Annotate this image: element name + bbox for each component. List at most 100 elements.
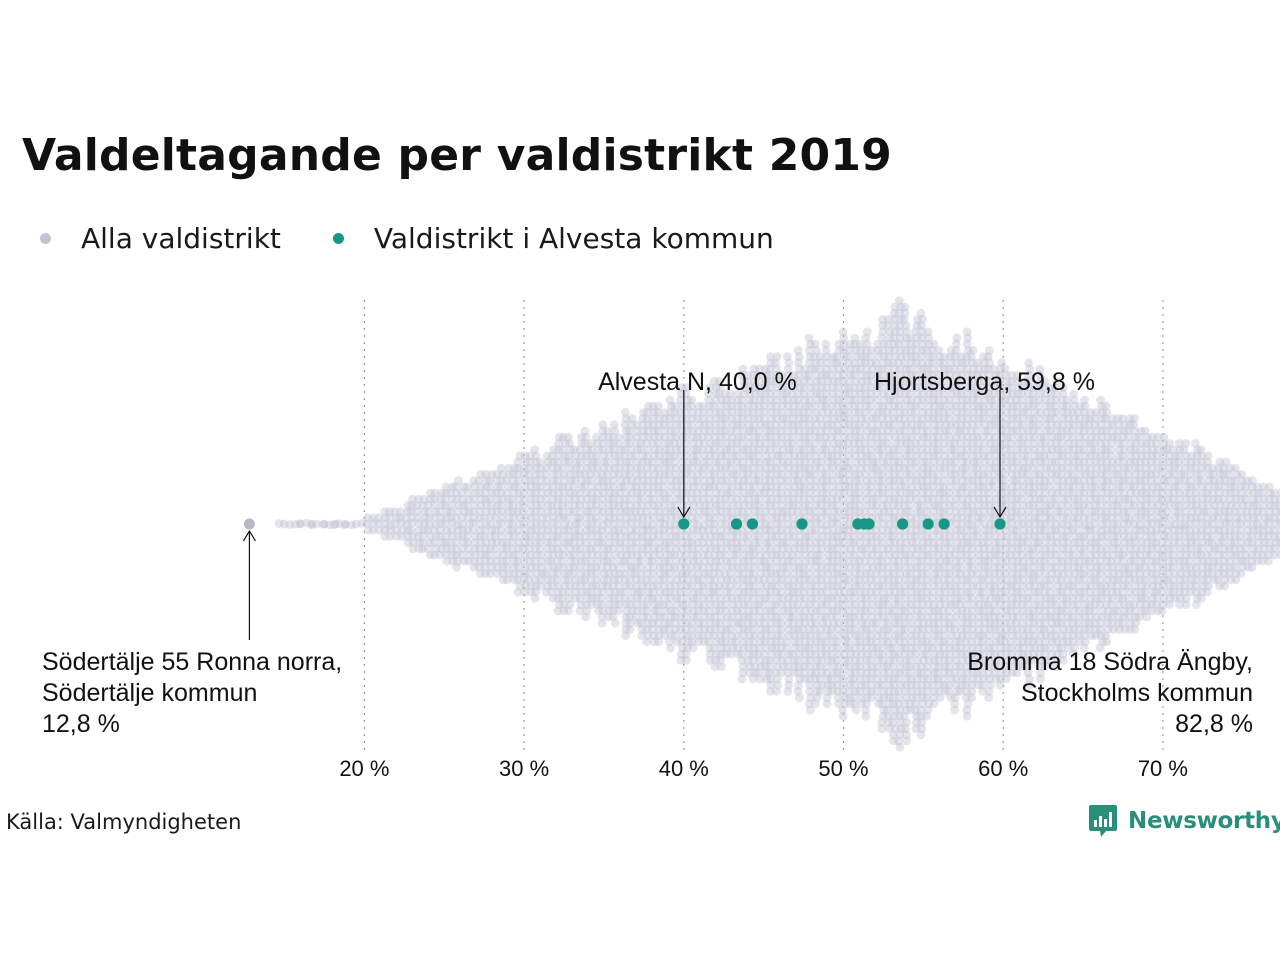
swarm-point <box>504 519 513 529</box>
swarm-point <box>531 501 541 510</box>
swarm-point <box>564 587 574 597</box>
swarm-point <box>485 569 495 578</box>
swarm-point <box>563 525 573 535</box>
swarm-point <box>597 600 607 609</box>
swarm-point <box>520 550 530 560</box>
swarm-point <box>496 482 506 492</box>
swarm-point <box>542 476 551 485</box>
swarm-point <box>476 550 486 560</box>
swarm-point <box>594 476 603 485</box>
swarm-point <box>543 550 553 560</box>
swarm-point <box>530 594 540 603</box>
swarm-point <box>420 513 430 523</box>
swarm-point <box>581 501 591 510</box>
swarm-point <box>838 327 848 337</box>
swarm-point <box>521 457 530 467</box>
swarm-point <box>604 501 614 510</box>
swarm-point <box>592 432 601 442</box>
swarm-point <box>621 414 631 423</box>
swarm-point <box>476 470 486 479</box>
swarm-point <box>603 563 612 572</box>
swarm-point <box>507 544 517 554</box>
legend-item-highlight: Valdistrikt i Alvesta kommun <box>332 222 774 255</box>
swarm-point <box>609 501 619 510</box>
swarm-point <box>548 482 558 492</box>
swarm-point <box>564 451 574 461</box>
swarm-point <box>610 426 619 436</box>
swarm-point <box>586 439 596 448</box>
swarm-point <box>604 600 614 609</box>
swarm-point <box>902 736 911 746</box>
swarm-point <box>525 569 534 578</box>
swarm-point <box>549 470 558 479</box>
swarm-point <box>614 494 624 504</box>
swarm-point <box>591 501 601 510</box>
swarm-point <box>458 532 468 541</box>
swarm-point <box>475 532 485 541</box>
swarm-point <box>492 501 502 510</box>
swarm-point <box>508 532 518 541</box>
swarm-point <box>521 581 530 591</box>
swarm-point <box>619 482 629 492</box>
swarm-point <box>577 432 587 442</box>
swarm-point <box>441 550 451 560</box>
swarm-point <box>895 742 905 752</box>
swarm-point <box>610 587 620 597</box>
swarm-point <box>587 600 597 609</box>
swarm-point <box>569 482 579 492</box>
swarm-point <box>368 525 378 535</box>
swarm-point <box>627 538 637 547</box>
swarm-point <box>615 532 625 541</box>
swarm-point <box>922 711 931 721</box>
swarm-point <box>586 575 596 585</box>
swarm-point <box>592 525 602 535</box>
swarm-point <box>587 451 597 461</box>
swarm-point <box>508 525 517 535</box>
swarm-point <box>558 494 568 504</box>
swarm-point <box>622 439 631 448</box>
swarm-point <box>553 445 563 454</box>
swarm-point <box>380 532 390 541</box>
swarm-point <box>440 494 450 504</box>
swarm-point <box>508 507 518 516</box>
swarm-point <box>531 451 541 461</box>
swarm-point <box>486 532 495 541</box>
swarm-point <box>586 544 596 554</box>
swarm-point <box>407 501 417 510</box>
swarm-point <box>548 463 558 473</box>
swarm-point <box>604 451 614 461</box>
swarm-point <box>564 569 573 578</box>
swarm-point <box>447 544 456 554</box>
swarm-point <box>581 538 591 547</box>
swarm-point <box>610 550 620 560</box>
swarm-point <box>610 463 619 473</box>
swarm-point <box>480 569 490 578</box>
swarm-point <box>593 507 603 516</box>
swarm-point <box>586 476 596 485</box>
swarm-point <box>587 563 596 572</box>
swarm-point <box>916 308 926 318</box>
swarm-point <box>605 532 614 541</box>
swarm-point <box>520 482 530 492</box>
swarm-point <box>575 606 585 616</box>
swarm-point <box>525 463 534 473</box>
swarm-point <box>575 563 585 572</box>
swarm-point <box>552 556 562 566</box>
swarm-point <box>509 575 519 585</box>
swarm-point <box>783 687 793 696</box>
swarm-point <box>602 470 612 479</box>
swarm-point <box>447 518 457 528</box>
swarm-point <box>554 432 564 442</box>
swarm-point <box>419 525 429 535</box>
swarm-point <box>543 501 553 510</box>
swarm-point <box>525 538 535 547</box>
swarm-point <box>453 507 463 516</box>
swarm-point <box>526 525 536 535</box>
swarm-point <box>620 501 629 510</box>
swarm-point <box>413 513 423 523</box>
swarm-point <box>470 482 479 492</box>
swarm-point <box>609 476 618 485</box>
swarm-point <box>626 532 636 541</box>
swarm-point <box>520 451 530 461</box>
swarm-point <box>386 520 395 530</box>
